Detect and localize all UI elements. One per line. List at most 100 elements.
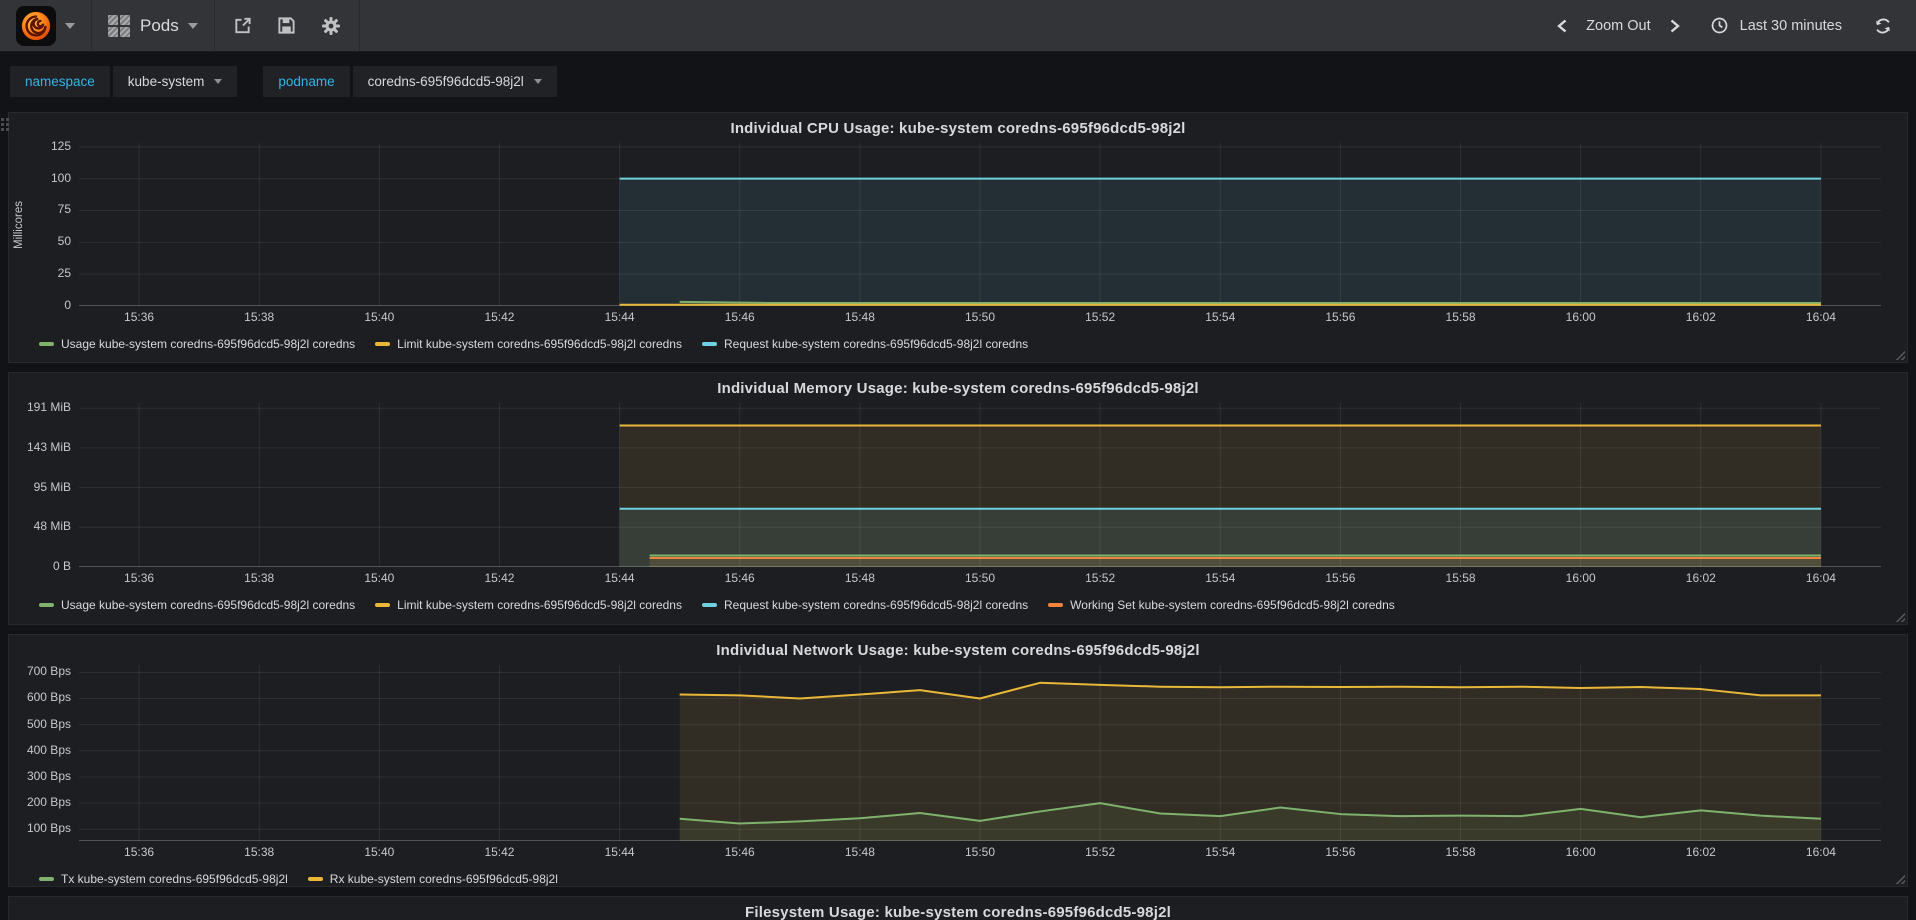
x-tick-label: 15:50 xyxy=(964,310,996,324)
series-fill-rx xyxy=(679,682,1821,841)
series-line-tx xyxy=(680,803,1821,823)
x-tick-label: 15:58 xyxy=(1445,845,1476,859)
panel-title[interactable]: Individual Memory Usage: kube-system cor… xyxy=(717,380,1199,397)
legend: Usage kube-system coredns-695f96dcd5-98j… xyxy=(39,598,1907,612)
grafana-menu[interactable] xyxy=(0,0,92,51)
variable-namespace: namespace kube-system xyxy=(10,65,238,97)
share-button[interactable] xyxy=(221,0,265,51)
time-forward-button[interactable] xyxy=(1661,13,1689,39)
y-tick-label: 200 Bps xyxy=(26,795,71,810)
x-tick-label: 15:56 xyxy=(1325,571,1356,585)
x-tick-label: 15:54 xyxy=(1205,310,1236,324)
x-tick-label: 15:46 xyxy=(724,310,755,324)
series-fills xyxy=(619,425,1821,567)
variable-podname: podname coredns-695f96dcd5-98j2l xyxy=(263,65,557,97)
series-line-usage xyxy=(680,302,1821,303)
x-tick-label: 15:58 xyxy=(1445,571,1476,585)
x-tick-label: 16:02 xyxy=(1685,571,1716,585)
legend-series-swatch xyxy=(701,342,717,346)
save-button[interactable] xyxy=(265,0,309,51)
share-icon xyxy=(235,17,251,34)
chart-body: Millicores 0 25 50 75 100 125 15:36 15:38 15:40… xyxy=(9,139,1907,330)
legend-item-rx[interactable]: Rx kube-system coredns-695f96dcd5-98j2l xyxy=(307,872,558,886)
x-tick-label: 15:44 xyxy=(604,310,635,324)
series-fill-working-set xyxy=(649,558,1821,567)
series-line-rx xyxy=(680,683,1821,699)
y-tick-label: 0 xyxy=(64,298,71,312)
panel-resize-handle[interactable] xyxy=(1894,611,1905,622)
plot-area[interactable] xyxy=(79,143,1881,306)
x-tick-label: 15:36 xyxy=(124,310,155,324)
x-tick-label: 15:46 xyxy=(724,845,755,859)
legend-series-label: Request kube-system coredns-695f96dcd5-9… xyxy=(723,337,1029,351)
time-back-button[interactable] xyxy=(1548,13,1576,39)
x-tick-label: 16:00 xyxy=(1565,845,1596,859)
time-range-label[interactable]: Last 30 minutes xyxy=(1739,17,1842,34)
dashboard-picker[interactable]: Pods xyxy=(92,0,215,51)
x-tick-label: 15:52 xyxy=(1085,310,1116,324)
y-axis-labels: 0 25 50 75 100 125 xyxy=(9,139,71,312)
x-tick-label: 15:48 xyxy=(844,845,875,859)
x-tick-label: 15:58 xyxy=(1445,310,1476,324)
legend-item-tx[interactable]: Tx kube-system coredns-695f96dcd5-98j2l xyxy=(39,872,288,886)
x-tick-label: 15:44 xyxy=(604,571,635,585)
panel-title[interactable]: Individual Network Usage: kube-system co… xyxy=(716,642,1200,659)
plot-area[interactable] xyxy=(79,403,1881,567)
refresh-button[interactable] xyxy=(1866,11,1900,41)
legend-item-request[interactable]: Request kube-system coredns-695f96dcd5-9… xyxy=(701,337,1029,351)
x-tick-label: 15:38 xyxy=(244,571,275,585)
top-navbar: Pods xyxy=(0,0,1916,52)
y-tick-label: 48 MiB xyxy=(33,519,71,534)
x-tick-label: 16:00 xyxy=(1565,310,1596,324)
x-tick-label: 15:42 xyxy=(484,310,515,324)
panel-memory-usage: Individual Memory Usage: kube-system cor… xyxy=(8,372,1908,625)
legend-item-working-set[interactable]: Working Set kube-system coredns-695f96dc… xyxy=(1048,598,1395,612)
legend-series-label: Limit kube-system coredns-695f96dcd5-98j… xyxy=(397,598,682,612)
legend-item-limit[interactable]: Limit kube-system coredns-695f96dcd5-98j… xyxy=(375,337,682,351)
x-tick-label: 16:04 xyxy=(1805,310,1836,324)
x-tick-label: 16:02 xyxy=(1685,310,1716,324)
x-tick-label: 15:56 xyxy=(1325,310,1356,324)
x-tick-label: 15:44 xyxy=(604,845,635,859)
series-fill-tx xyxy=(679,803,1821,841)
panel-resize-handle[interactable] xyxy=(1894,873,1905,884)
legend-item-request[interactable]: Request kube-system coredns-695f96dcd5-9… xyxy=(701,598,1028,612)
panel-network-usage: Individual Network Usage: kube-system co… xyxy=(8,634,1908,887)
panel-drag-grip-icon[interactable] xyxy=(1,118,9,131)
legend-item-usage[interactable]: Usage kube-system coredns-695f96dcd5-98j… xyxy=(39,337,355,351)
chart-body: 0 B 48 MiB 95 MiB 143 MiB 191 MiB 15:36 15:38… xyxy=(9,400,1907,591)
x-axis-labels: 15:36 15:38 15:40 15:42 15:44 15:46 15:48 15:50… xyxy=(79,845,1881,862)
template-variables-row: namespace kube-system podname coredns-69… xyxy=(0,52,1916,110)
y-tick-label: 500 Bps xyxy=(26,716,71,731)
panel-resize-handle[interactable] xyxy=(1894,349,1905,360)
series-lines xyxy=(620,425,1821,558)
series-fills xyxy=(679,682,1821,841)
variable-namespace-value[interactable]: kube-system xyxy=(112,65,238,97)
panel-title[interactable]: Filesystem Usage: kube-system coredns-69… xyxy=(745,904,1171,920)
settings-button[interactable] xyxy=(309,0,353,51)
legend-item-usage[interactable]: Usage kube-system coredns-695f96dcd5-98j… xyxy=(39,598,355,612)
x-tick-label: 15:54 xyxy=(1205,571,1236,585)
y-tick-label: 100 Bps xyxy=(26,821,71,836)
legend-series-label: Usage kube-system coredns-695f96dcd5-98j… xyxy=(61,337,356,351)
time-range-picker[interactable] xyxy=(1703,11,1736,40)
legend-series-swatch xyxy=(39,342,54,346)
legend-item-limit[interactable]: Limit kube-system coredns-695f96dcd5-98j… xyxy=(375,598,682,612)
y-tick-label: 75 xyxy=(57,202,71,217)
chevron-down-icon xyxy=(65,22,75,29)
x-tick-label: 15:42 xyxy=(484,845,515,859)
panel-title[interactable]: Individual CPU Usage: kube-system coredn… xyxy=(730,120,1186,137)
zoom-out-button[interactable]: Zoom Out xyxy=(1586,17,1651,34)
legend-series-swatch xyxy=(701,603,717,607)
legend-series-label: Limit kube-system coredns-695f96dcd5-98j… xyxy=(397,337,682,351)
x-tick-label: 15:40 xyxy=(364,845,395,859)
x-tick-label: 15:48 xyxy=(844,571,875,585)
variable-podname-value[interactable]: coredns-695f96dcd5-98j2l xyxy=(352,65,557,97)
grafana-logo[interactable] xyxy=(16,5,56,46)
y-tick-label: 100 xyxy=(50,170,71,185)
plot-area[interactable] xyxy=(79,665,1881,841)
x-tick-label: 15:42 xyxy=(484,571,515,585)
x-tick-label: 15:52 xyxy=(1085,571,1116,585)
chevron-right-icon xyxy=(1670,19,1680,32)
y-tick-label: 125 xyxy=(50,138,71,153)
